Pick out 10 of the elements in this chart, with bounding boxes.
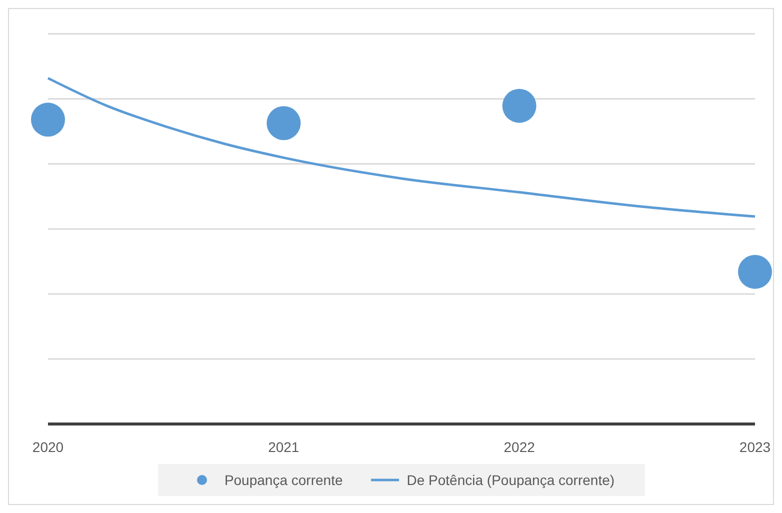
- point: [31, 102, 65, 137]
- point: [738, 254, 772, 289]
- x-tick-label: 2022: [504, 438, 536, 455]
- point: [502, 88, 536, 123]
- x-tick-label: 2020: [32, 438, 64, 455]
- legend-label: De Potência (Poupança corrente): [406, 472, 615, 488]
- x-tick-label: 2021: [268, 438, 300, 455]
- legend-label: Poupança corrente: [223, 472, 343, 488]
- x-tick-label: 2023: [739, 438, 771, 455]
- point: [266, 106, 301, 140]
